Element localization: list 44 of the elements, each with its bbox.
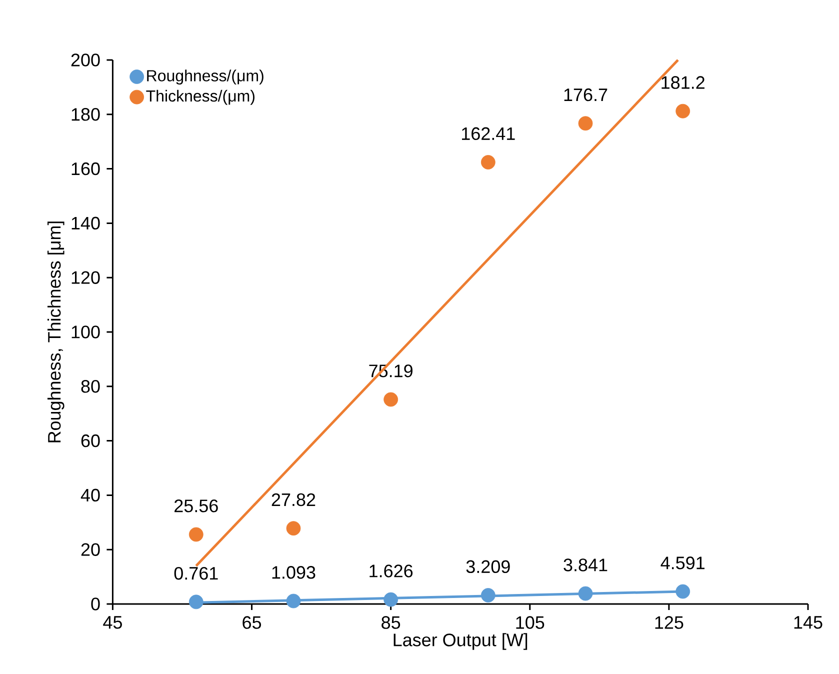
x-tick-label: 105 [516,616,544,629]
x-tick-label: 125 [655,616,684,629]
point [676,104,690,118]
y-tick-label: 0 [91,598,100,610]
legend-label: Roughness/(μm) [147,70,264,85]
y-tick-label: 160 [72,162,100,176]
x-tick-label: 65 [242,616,262,629]
data-label: 27.82 [272,493,316,506]
point [480,155,496,170]
data-label: 4.591 [660,556,704,570]
x-tick-label: 85 [382,616,400,629]
y-tick-label: 100 [72,326,100,338]
data-label: 25.56 [174,500,218,512]
y-tick-label: 40 [80,488,100,502]
data-label: 3.841 [564,558,608,572]
point [286,521,301,536]
legend-label: Thickness/(μm) [146,90,254,105]
y-tick-label: 80 [81,380,100,393]
point [384,392,398,407]
y-axis-title: Roughness, Thichness [μm] [47,222,64,442]
point [286,594,301,608]
x-tick-label: 45 [103,616,122,629]
data-label: 0.761 [174,566,218,580]
y-tick-label: 200 [71,54,100,66]
point [676,584,690,599]
point [384,592,398,607]
data-label: 1.626 [370,564,413,578]
point [188,594,204,610]
point [578,586,593,601]
y-tick-label: 20 [81,543,100,556]
point [578,116,593,131]
point [480,588,496,602]
y-tick-label: 140 [72,216,100,230]
y-tick-label: 60 [81,434,100,448]
data-label: 181.2 [662,76,704,89]
x-tick-label: 145 [794,616,822,629]
y-tick-label: 120 [72,271,100,284]
y-tick-label: 180 [72,108,100,121]
data-label: 1.093 [272,566,316,579]
data-label: 3.209 [466,560,510,574]
x-axis-title: Laser Output [W] [394,633,528,650]
data-label: 176.7 [564,88,608,102]
point [188,527,204,542]
data-label: 162.41 [462,127,515,140]
